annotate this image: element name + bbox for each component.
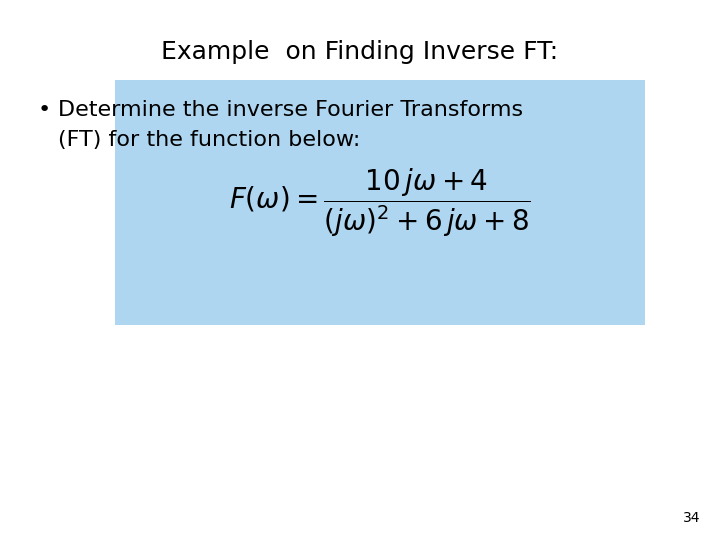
Text: Example  on Finding Inverse FT:: Example on Finding Inverse FT:: [161, 40, 559, 64]
Text: •: •: [38, 100, 51, 120]
FancyBboxPatch shape: [115, 80, 645, 325]
Text: 34: 34: [683, 511, 700, 525]
Text: (FT) for the function below:: (FT) for the function below:: [58, 130, 361, 150]
Text: $F(\omega) = \dfrac{10\,j\omega + 4}{(j\omega)^{2} + 6\,j\omega + 8}$: $F(\omega) = \dfrac{10\,j\omega + 4}{(j\…: [229, 166, 531, 239]
Text: Determine the inverse Fourier Transforms: Determine the inverse Fourier Transforms: [58, 100, 523, 120]
